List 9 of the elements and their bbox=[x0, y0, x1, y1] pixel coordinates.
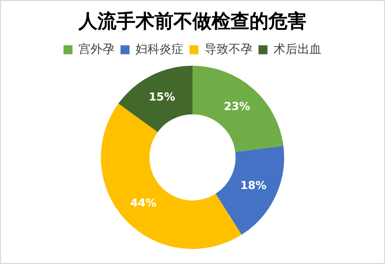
data-label: 18% bbox=[240, 178, 267, 192]
data-label: 44% bbox=[130, 196, 157, 210]
legend-label: 术后出血 bbox=[274, 42, 322, 56]
legend-label: 导致不孕 bbox=[204, 42, 252, 56]
chart-title: 人流手术前不做检查的危害 bbox=[78, 10, 306, 32]
legend-label: 妇科炎症 bbox=[136, 42, 184, 56]
data-label: 15% bbox=[148, 90, 176, 104]
legend-label: 宫外孕 bbox=[78, 42, 114, 56]
data-label: 23% bbox=[224, 100, 250, 113]
